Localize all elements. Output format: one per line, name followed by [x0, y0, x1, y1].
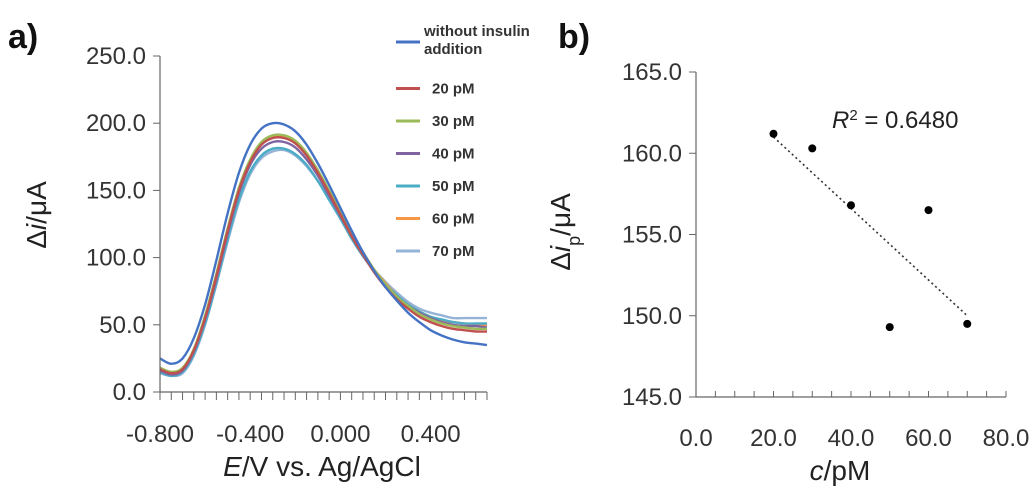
- panel-a-label: a): [8, 18, 38, 56]
- legend-label-6: 70 pM: [432, 243, 475, 260]
- panel-b-y-axis-title: Δip/μA: [545, 193, 584, 271]
- legend-label-1: 20 pM: [432, 81, 475, 98]
- legend-label-4: 50 pM: [432, 178, 475, 195]
- legend-label-0: without insulin: [423, 23, 530, 40]
- panel-b-label: b): [558, 18, 590, 56]
- panel-a-x-tick-label: 0.000: [310, 421, 370, 448]
- panel-b-y-tick-label: 145.0: [622, 384, 682, 411]
- panel-b-y-tick-label: 160.0: [622, 140, 682, 167]
- panel-b: b) 145.0 150.0 155.0 160.0 165.0 0.0 20.0 40.0…: [545, 18, 1029, 486]
- panel-b-y-tick-label: 155.0: [622, 222, 682, 249]
- panel-b-y-tick-label: 165.0: [622, 59, 682, 86]
- panel-a-x-tick-label: -0.800: [126, 421, 194, 448]
- panel-a-y-tick-label: 150.0: [86, 177, 146, 204]
- panel-a-y-tick-label: 50.0: [99, 312, 146, 339]
- legend-label-5: 60 pM: [432, 211, 475, 228]
- panel-a-x-axis-title: E/V vs. Ag/AgCl: [223, 451, 421, 482]
- panel-a-y-tick-label: 100.0: [86, 245, 146, 272]
- panel-b-point-1: [808, 144, 817, 153]
- panel-a-curves: [159, 121, 488, 378]
- panel-b-x-axis-title: c/pM: [810, 455, 871, 486]
- panel-b-point-4: [924, 206, 933, 215]
- panel-a-x-tick-label: -0.400: [216, 421, 284, 448]
- panel-b-point-5: [963, 319, 972, 328]
- panel-b-x-tick-label: 60.0: [905, 425, 952, 452]
- panel-a-axes: [159, 56, 487, 393]
- panel-a-y-axis-title: Δi/μA: [21, 181, 52, 249]
- panel-a-x-tick-label: 0.400: [401, 421, 461, 448]
- panel-a-y-tick-labels: 0.0 50.0 100.0 150.0 200.0 250.0: [86, 43, 146, 406]
- panel-b-point-2: [847, 201, 855, 210]
- panel-b-ticks: [689, 71, 1007, 398]
- panel-b-points: [769, 129, 972, 332]
- panel-a-y-tick-label: 250.0: [86, 43, 146, 70]
- panel-b-x-tick-label: 40.0: [828, 425, 875, 452]
- panel-b-y-tick-labels: 145.0 150.0 155.0 160.0 165.0: [622, 59, 682, 411]
- panel-b-x-tick-label: 0.0: [679, 425, 712, 452]
- panel-a-y-tick-label: 0.0: [113, 379, 146, 406]
- panel-b-point-3: [885, 323, 894, 332]
- panel-a-y-tick-label: 200.0: [86, 110, 146, 137]
- panel-b-x-tick-labels: 0.0 20.0 40.0 60.0 80.0: [679, 425, 1029, 452]
- panel-b-x-tick-label: 20.0: [750, 425, 797, 452]
- legend-label-0-cont: addition: [424, 41, 482, 58]
- panel-a-series-line-1: [159, 136, 488, 375]
- panel-b-trendline: [772, 136, 968, 317]
- panel-b-y-tick-label: 150.0: [622, 303, 682, 330]
- legend-label-3: 40 pM: [432, 146, 475, 163]
- panel-a-x-tick-labels: -0.800 -0.400 0.000 0.400: [126, 421, 461, 448]
- legend-label-2: 30 pM: [432, 113, 475, 130]
- panel-b-x-tick-label: 80.0: [983, 425, 1030, 452]
- panel-a-series-line-0: [159, 121, 488, 366]
- panel-b-point-0: [769, 129, 778, 138]
- panel-a-ticks: [153, 55, 488, 400]
- panel-b-r-squared: R2 = 0.6480: [832, 107, 958, 135]
